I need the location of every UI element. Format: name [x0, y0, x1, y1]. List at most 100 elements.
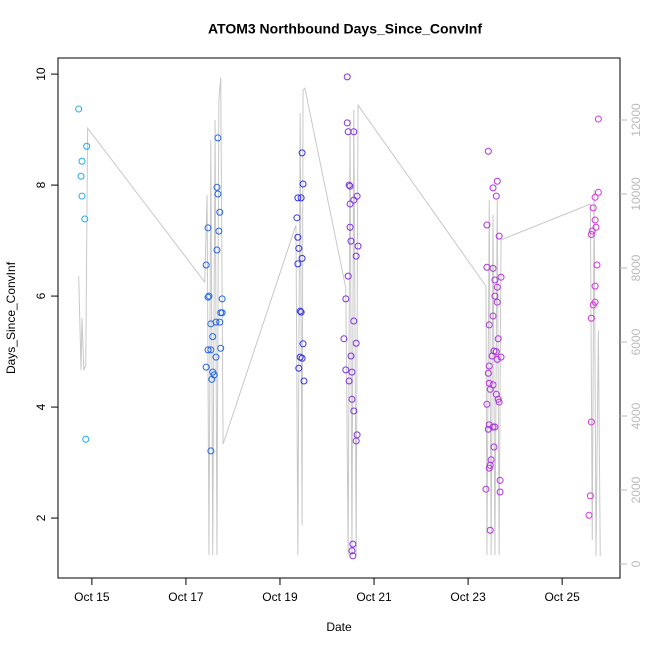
point	[346, 200, 354, 208]
point	[594, 115, 602, 123]
point	[349, 540, 357, 548]
point	[352, 252, 360, 260]
point	[587, 314, 595, 322]
point	[354, 242, 362, 250]
point	[205, 292, 213, 300]
point	[213, 183, 221, 191]
x-tick-label: Oct 15	[74, 590, 110, 604]
point	[496, 476, 504, 484]
point	[300, 377, 308, 385]
point	[484, 147, 492, 155]
point	[586, 492, 594, 500]
point	[78, 157, 86, 165]
point	[208, 375, 216, 383]
point	[349, 552, 357, 560]
point	[81, 215, 89, 223]
point	[347, 352, 355, 360]
y2-tick-label: 6000	[629, 328, 643, 355]
point	[484, 369, 492, 377]
point	[342, 295, 350, 303]
point	[486, 385, 494, 393]
point	[298, 149, 306, 157]
point	[202, 261, 210, 269]
point	[78, 192, 86, 200]
point	[204, 293, 212, 301]
point	[489, 312, 497, 320]
point	[216, 318, 224, 326]
x-tick-label: Oct 25	[544, 590, 580, 604]
y2-tick-label: 8000	[629, 254, 643, 281]
point	[347, 237, 355, 245]
point	[485, 464, 493, 472]
point	[591, 282, 599, 290]
chart-title: ATOM3 Northbound Days_Since_ConvInf	[208, 21, 482, 37]
point	[294, 233, 302, 241]
x-axis-label: Date	[326, 620, 352, 634]
point	[296, 307, 304, 315]
point	[212, 353, 220, 361]
point	[295, 364, 303, 372]
point	[214, 134, 222, 142]
point	[591, 193, 599, 201]
point	[209, 333, 217, 341]
y2-tick-label: 4000	[629, 402, 643, 429]
point	[483, 221, 491, 229]
point	[497, 353, 505, 361]
point	[348, 547, 356, 555]
point	[293, 214, 301, 222]
point	[497, 273, 505, 281]
point	[489, 264, 497, 272]
point	[298, 354, 306, 362]
y2-tick-label: 0	[629, 560, 643, 567]
point	[587, 418, 595, 426]
point	[344, 272, 352, 280]
point	[485, 321, 493, 329]
point	[350, 128, 358, 136]
point	[348, 368, 356, 376]
point	[353, 192, 361, 200]
point	[345, 181, 353, 189]
point	[217, 309, 225, 317]
y-axis-label: Days_Since_ConvInf	[4, 261, 18, 374]
point	[495, 398, 503, 406]
point	[588, 227, 596, 235]
point	[589, 301, 597, 309]
point	[340, 335, 348, 343]
point	[594, 188, 602, 196]
point	[587, 230, 595, 238]
point	[493, 283, 501, 291]
point	[494, 335, 502, 343]
point	[489, 423, 497, 431]
point	[485, 362, 493, 370]
point	[491, 292, 499, 300]
point	[493, 298, 501, 306]
y-tick-label: 8	[34, 181, 48, 188]
x-tick-label: Oct 21	[356, 590, 392, 604]
point	[294, 194, 302, 202]
point	[346, 223, 354, 231]
x-tick-label: Oct 19	[262, 590, 298, 604]
point	[352, 339, 360, 347]
point	[207, 346, 215, 354]
point	[495, 232, 503, 240]
y-tick-label: 10	[34, 67, 48, 81]
point	[350, 317, 358, 325]
y2-tick-label: 2000	[629, 476, 643, 503]
point	[207, 447, 215, 455]
point	[585, 511, 593, 519]
x-tick-label: Oct 17	[168, 590, 204, 604]
point	[217, 344, 225, 352]
point	[214, 190, 222, 198]
x-tick-label: Oct 23	[450, 590, 486, 604]
point	[202, 363, 210, 371]
point	[591, 216, 599, 224]
point	[299, 340, 307, 348]
point	[350, 407, 358, 415]
point	[348, 395, 356, 403]
point	[75, 105, 83, 113]
point	[493, 355, 501, 363]
point	[343, 73, 351, 81]
y2-tick-label: 10000	[629, 177, 643, 211]
point	[297, 308, 305, 316]
